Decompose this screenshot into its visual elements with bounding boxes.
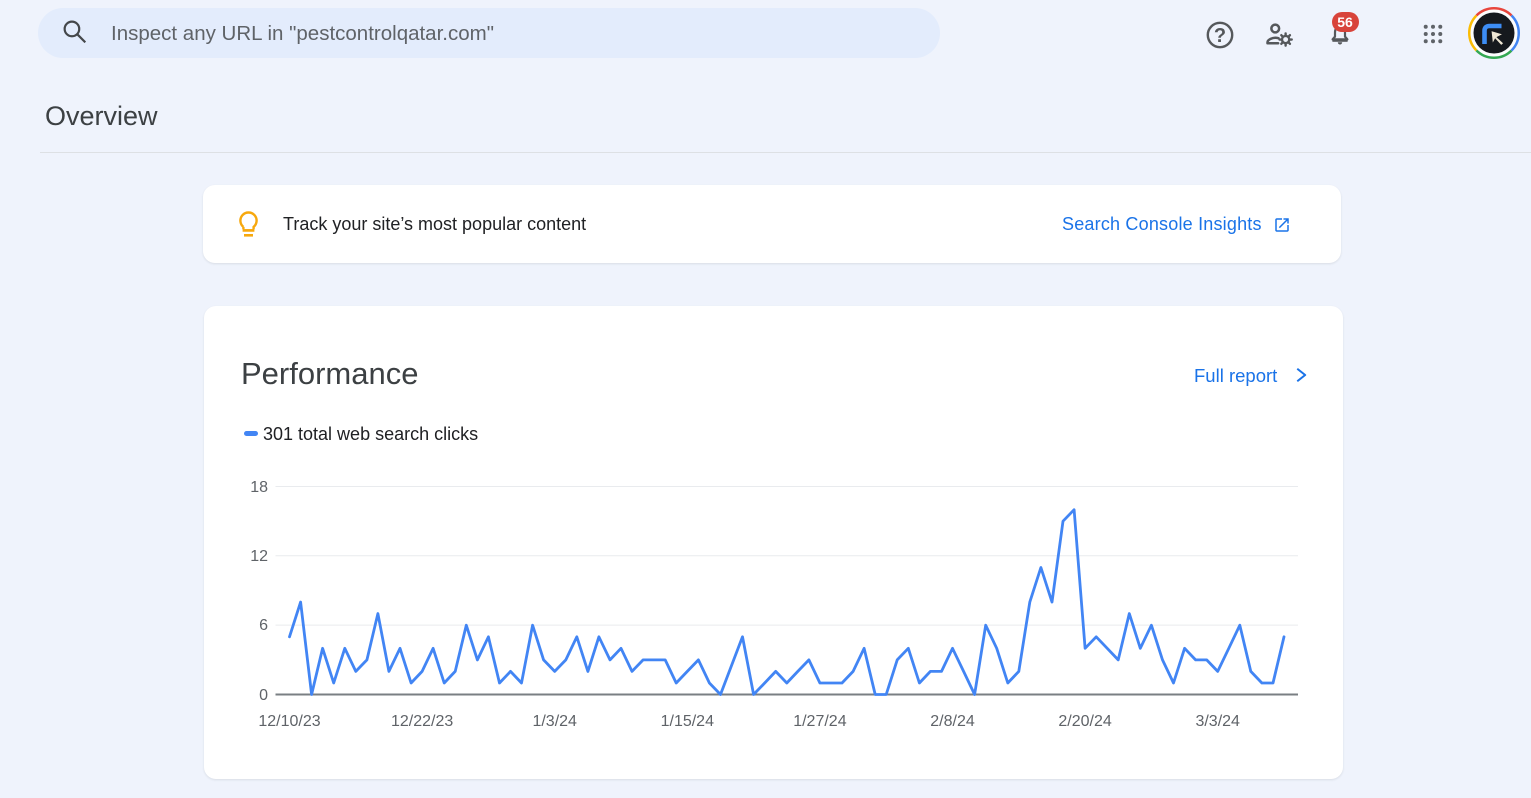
svg-text:2/20/24: 2/20/24 (1058, 713, 1111, 730)
svg-text:12: 12 (250, 548, 268, 565)
svg-text:12/10/23: 12/10/23 (258, 713, 320, 730)
svg-text:1/3/24: 1/3/24 (532, 713, 577, 730)
svg-text:0: 0 (259, 687, 268, 704)
svg-text:1/15/24: 1/15/24 (661, 713, 714, 730)
svg-text:2/8/24: 2/8/24 (930, 713, 975, 730)
svg-text:18: 18 (250, 479, 268, 496)
svg-text:3/3/24: 3/3/24 (1195, 713, 1240, 730)
svg-text:1/27/24: 1/27/24 (793, 713, 846, 730)
svg-text:?: ? (1214, 25, 1226, 47)
svg-text:12/22/23: 12/22/23 (391, 713, 453, 730)
svg-text:6: 6 (259, 617, 268, 634)
